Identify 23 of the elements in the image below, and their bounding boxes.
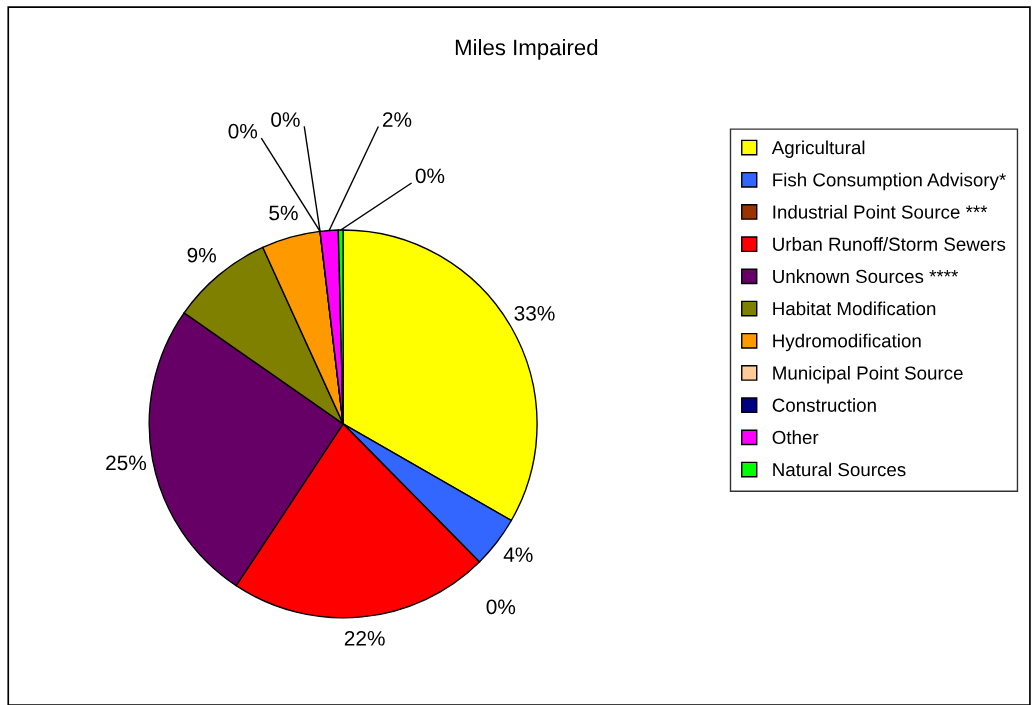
data-label: 4% bbox=[503, 547, 533, 562]
data-label: 5% bbox=[269, 205, 298, 221]
data-label: 25% bbox=[106, 455, 147, 471]
legend-label: Municipal Point Source bbox=[773, 365, 963, 384]
legend-label: Unknown Sources **** bbox=[773, 269, 959, 284]
data-label: 2% bbox=[382, 112, 412, 127]
data-label: 9% bbox=[187, 247, 216, 263]
data-label: 22% bbox=[344, 630, 385, 646]
legend-label: Industrial Point Source *** bbox=[773, 204, 988, 219]
data-label: 33% bbox=[514, 305, 555, 321]
legend-label: Habitat Modification bbox=[773, 301, 936, 316]
legend-label: Fish Consumption Advisory* bbox=[773, 172, 1006, 191]
text: 0% bbox=[228, 123, 258, 139]
legend-label: Agricultural bbox=[771, 140, 865, 158]
data-label: 0% bbox=[415, 168, 445, 184]
chart-title: Miles Impaired bbox=[455, 38, 598, 60]
legend-label: Natural Sources bbox=[773, 462, 906, 477]
legend-label: Construction bbox=[772, 398, 876, 412]
legend-label: Urban Runoff/Storm Sewers bbox=[773, 237, 1006, 251]
text: 0% bbox=[486, 599, 516, 615]
legend-label: Other bbox=[772, 430, 819, 445]
text: 0% bbox=[271, 112, 300, 127]
legend-label: Hydromodification bbox=[773, 333, 921, 352]
